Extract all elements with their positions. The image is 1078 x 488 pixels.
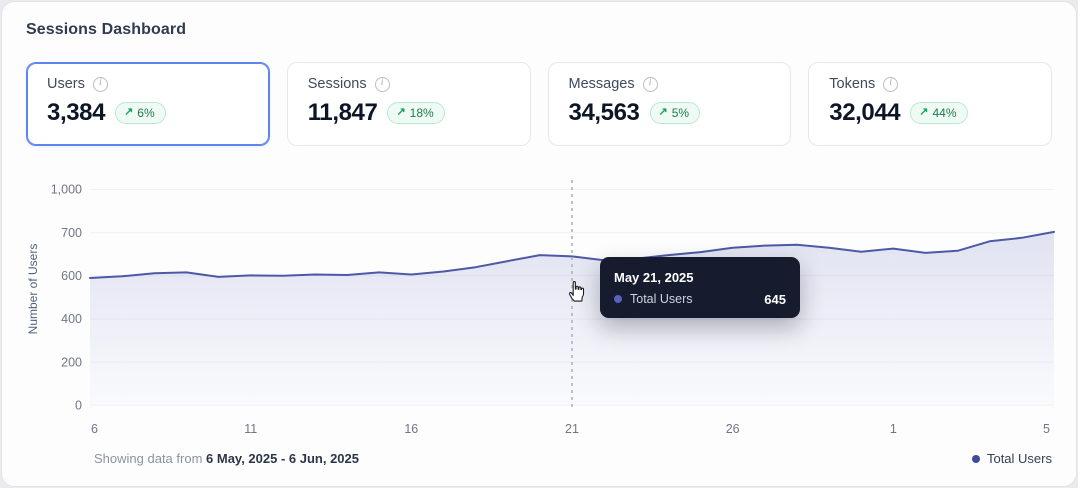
x-axis-tick-label: 6 xyxy=(91,422,98,436)
stat-card-label: Tokens xyxy=(829,76,876,92)
chart-tooltip: May 21, 2025 Total Users 645 xyxy=(600,257,800,318)
sessions-chart[interactable]: 0 200 400 600 700 1,000 6 11 16 21 26 1 5 xyxy=(2,172,1077,440)
hand-cursor-icon xyxy=(568,281,585,302)
stat-card-value: 32,044 xyxy=(829,99,901,126)
stat-card-value: 11,847 xyxy=(307,99,378,126)
trend-badge: ↗ 6% xyxy=(115,101,166,125)
trend-up-icon: ↗ xyxy=(396,106,406,119)
stat-card-sessions[interactable]: Sessions i 11,847 ↗ 18% xyxy=(286,62,531,146)
stat-card-value: 3,384 xyxy=(47,99,106,126)
trend-up-icon: ↗ xyxy=(919,106,929,119)
legend-dot-icon xyxy=(971,454,980,463)
tooltip-date: May 21, 2025 xyxy=(614,269,694,285)
trend-badge: ↗ 44% xyxy=(910,101,968,125)
chart-footer-row: Showing data from 6 May, 2025 - 6 Jun, 2… xyxy=(94,451,1052,466)
x-axis-tick-label: 26 xyxy=(726,422,740,436)
caption-prefix: Showing data from xyxy=(94,451,203,466)
x-axis-tick-label: 1 xyxy=(890,422,897,436)
info-icon[interactable]: i xyxy=(642,76,658,92)
trend-percent: 6% xyxy=(137,105,155,120)
chart-line xyxy=(89,230,1055,279)
y-axis-tick-label: 200 xyxy=(61,355,82,369)
legend-label: Total Users xyxy=(986,451,1052,466)
info-icon[interactable]: i xyxy=(374,76,390,92)
chart-legend[interactable]: Total Users xyxy=(971,451,1052,466)
info-icon[interactable]: i xyxy=(883,76,899,92)
x-axis-tick-label: 16 xyxy=(404,422,418,436)
trend-up-icon: ↗ xyxy=(658,106,668,119)
page-title: Sessions Dashboard xyxy=(26,21,187,38)
tooltip-value: 645 xyxy=(764,291,786,307)
trend-badge: ↗ 5% xyxy=(649,101,701,125)
caption-range: 6 May, 2025 - 6 Jun, 2025 xyxy=(206,451,359,466)
trend-badge: ↗ 18% xyxy=(387,101,445,125)
stat-card-label: Sessions xyxy=(307,76,367,92)
date-range-caption: Showing data from 6 May, 2025 - 6 Jun, 2… xyxy=(94,451,359,466)
trend-percent: 5% xyxy=(671,105,690,120)
trend-percent: 18% xyxy=(409,105,434,120)
trend-up-icon: ↗ xyxy=(124,106,134,119)
y-axis-tick-label: 600 xyxy=(61,269,82,283)
series-dot-icon xyxy=(614,295,622,303)
info-icon[interactable]: i xyxy=(92,76,108,92)
tooltip-series-label: Total Users xyxy=(630,292,693,306)
stat-card-tokens[interactable]: Tokens i 32,044 ↗ 44% xyxy=(808,62,1052,146)
stat-card-users[interactable]: Users i 3,384 ↗ 6% xyxy=(26,62,270,146)
stat-card-messages[interactable]: Messages i 34,563 ↗ 5% xyxy=(547,62,792,146)
x-axis-tick-label: 21 xyxy=(565,422,579,436)
stat-cards-row: Users i 3,384 ↗ 6% Sessions i 11,847 ↗ 18%… xyxy=(26,62,1052,146)
y-axis-tick-label: 1,000 xyxy=(51,183,82,197)
y-axis-tick-label: 400 xyxy=(61,312,82,326)
x-axis-tick-label: 5 xyxy=(1043,422,1050,436)
trend-percent: 44% xyxy=(932,105,957,120)
stat-card-label: Messages xyxy=(568,76,635,92)
stat-card-value: 34,563 xyxy=(568,99,640,126)
x-axis-tick-label: 11 xyxy=(244,422,257,436)
y-axis-tick-label: 0 xyxy=(75,399,82,413)
y-axis-tick-label: 700 xyxy=(61,226,82,240)
stat-card-label: Users xyxy=(47,76,85,92)
